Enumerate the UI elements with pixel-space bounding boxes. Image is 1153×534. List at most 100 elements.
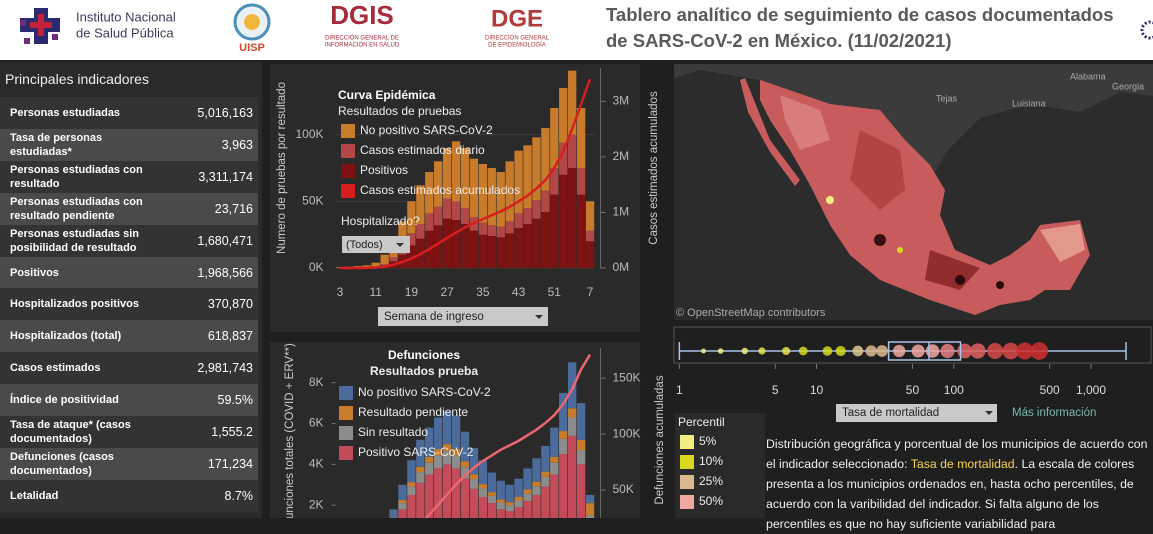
bar-segment [550, 457, 558, 463]
legend-swatch [339, 426, 353, 440]
indicator-dropdown-text[interactable]: Tasa de mortalidad [842, 407, 939, 419]
bar-segment [577, 440, 585, 450]
legend-label: 5% [699, 434, 717, 448]
bar-segment [479, 497, 487, 518]
bar-segment [497, 237, 505, 268]
bar-segment [452, 201, 460, 220]
bar-segment [559, 88, 567, 143]
indicator-row: Personas estudiadas sin posibilidad de r… [0, 225, 258, 257]
bar-segment [505, 502, 513, 505]
x-tick-label: 1,000 [1076, 383, 1106, 397]
bar-segment [505, 505, 513, 511]
bar-segment [559, 454, 567, 518]
y-tick-label: 8K [309, 375, 324, 389]
legend-subtitle: Resultados prueba [370, 364, 478, 378]
bar-segment [523, 489, 531, 493]
legend-subtitle: Resultados de pruebas [338, 104, 461, 118]
bar-segment [514, 213, 522, 228]
map-label: Luisiana [1012, 98, 1046, 108]
indicator-value: 370,870 [208, 297, 253, 311]
map-label: Georgia [1112, 81, 1144, 91]
legend-label: Casos estimados acumulados [360, 183, 520, 197]
bar-segment [559, 175, 567, 268]
week-dropdown-text[interactable]: Semana de ingreso [384, 311, 484, 323]
bar-segment [407, 486, 415, 495]
bar-segment [497, 227, 505, 238]
x-tick-label: 51 [548, 285, 562, 299]
x-tick-label: 1 [676, 383, 683, 397]
bar-segment [532, 200, 540, 219]
bar-segment [568, 71, 576, 135]
bar-segment [532, 482, 540, 486]
bar-segment [425, 213, 433, 230]
bar-segment [568, 168, 576, 268]
indicator-label: Personas estudiadas sin posibilidad de r… [10, 227, 160, 255]
y-axis-title: Numero de pruebas por resultado [276, 82, 288, 254]
bar-segment [497, 172, 505, 227]
legend-swatch [341, 144, 355, 158]
bar-segment [505, 221, 513, 233]
legend-swatch [339, 406, 353, 420]
indicator-row: Tasa de ataque* (casos documentados)1,55… [0, 416, 258, 448]
bar-segment [514, 497, 522, 500]
indicator-value: 59.5% [218, 393, 253, 407]
indicator-row: Defunciones (casos documentados)171,234 [0, 448, 258, 480]
legend-swatch [339, 446, 353, 460]
bar-segment [523, 493, 531, 501]
legend-label: No positivo SARS-CoV-2 [360, 123, 493, 137]
indicator-row: Tasa de personas estudiadas*3,963 [0, 129, 258, 161]
legend-swatch [341, 184, 355, 198]
legend-swatch [339, 386, 353, 400]
insp-name: Instituto Nacional [76, 9, 176, 24]
y-tick-label: 0K [309, 260, 324, 274]
bar-segment [398, 485, 406, 500]
point [893, 345, 905, 357]
bar-segment [488, 496, 496, 503]
indicator-label: Letalidad [10, 489, 160, 503]
legend-swatch [680, 435, 694, 449]
dgis-logo: DGIS [330, 0, 394, 30]
x-tick-label: 10 [810, 383, 824, 397]
indicator-label: Personas estudiadas con resultado pendie… [10, 195, 160, 223]
indicator-value: 171,234 [208, 457, 253, 471]
point [940, 344, 954, 358]
more-info-link[interactable]: Más información [1012, 407, 1096, 419]
bar-segment [577, 168, 585, 195]
legend-label: 25% [699, 474, 723, 488]
dge-sub: DE EPIDEMIOLOGÍA [488, 42, 546, 49]
page: Tablero SARS-CoV-2 { "header": { "insp":… [0, 0, 1153, 518]
insp-logo [16, 6, 66, 50]
bar-segment [505, 233, 513, 268]
y2-tick-label: 0M [613, 260, 630, 274]
legend-swatch [680, 495, 694, 509]
legend-label: Resultado pendiente [358, 405, 468, 419]
bar-segment [497, 499, 505, 502]
indicator-value: 618,837 [208, 329, 253, 343]
bar-segment [568, 436, 576, 518]
legend-label: No positivo SARS-CoV-2 [358, 385, 491, 399]
y-axis-title: Defunciones totales (COVID + ERV**) [284, 343, 296, 518]
page-title: de SARS-CoV-2 en México. (11/02/2021) [606, 30, 951, 51]
point [912, 344, 925, 357]
point [701, 349, 706, 354]
legend-swatch [341, 164, 355, 178]
legend-label: 10% [699, 454, 723, 468]
dgis-sub: DIRECCIÓN GENERAL DE [325, 35, 399, 42]
bar-segment [586, 201, 594, 230]
point [866, 345, 877, 356]
bar-segment [470, 489, 478, 518]
description-highlight: Tasa de mortalidad [911, 457, 1015, 471]
indicator-label: Positivos [10, 266, 160, 280]
legend-label: Positivo SARS-CoV-2 [358, 445, 474, 459]
filter-value[interactable]: (Todos) [346, 239, 383, 251]
bar-segment [398, 503, 406, 509]
description: Distribución geográfica y porcentual de … [766, 434, 1150, 534]
bar-segment [577, 108, 585, 168]
map [674, 64, 1153, 320]
y2-tick-label: 3M [613, 94, 630, 108]
bar-segment [550, 195, 558, 268]
x-tick-label: 27 [440, 285, 454, 299]
